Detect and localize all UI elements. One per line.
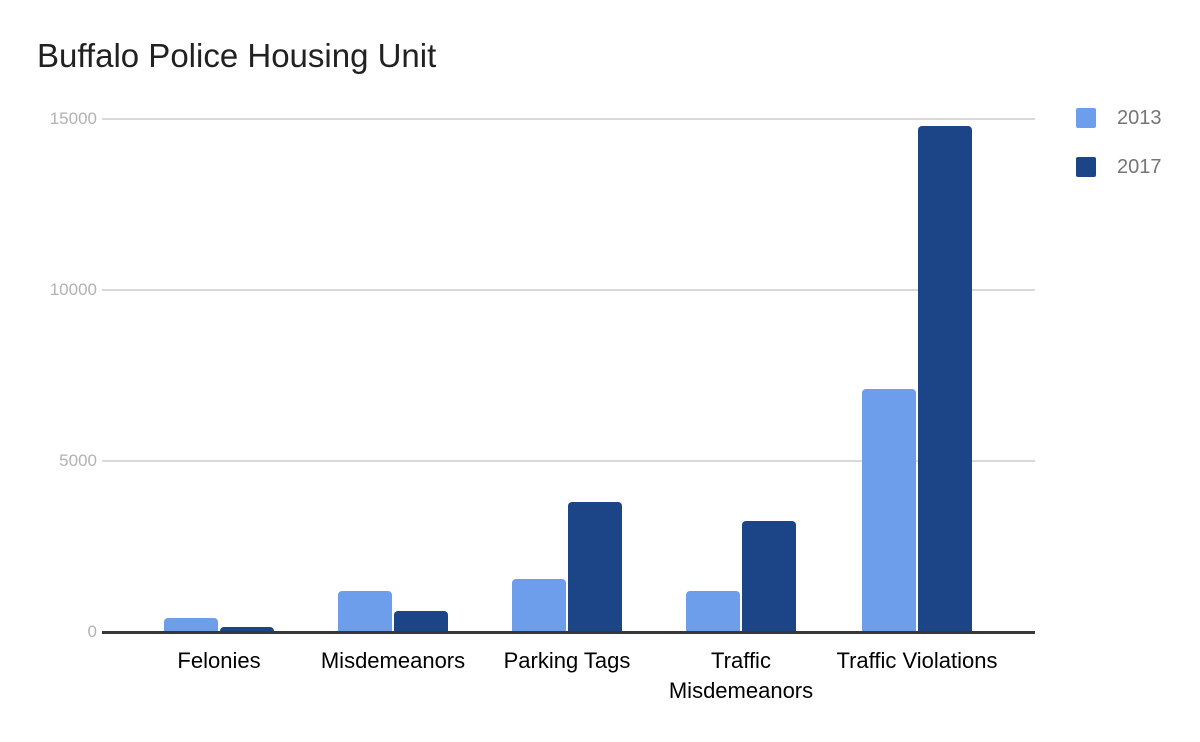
- legend-label: 2013: [1117, 107, 1162, 129]
- gridline-15000: [102, 117, 1035, 120]
- bar-2013-parking-tags: [512, 579, 566, 632]
- y-tick-label: 0: [87, 622, 97, 641]
- gridline-5000: [102, 459, 1035, 462]
- category-label: Traffic Violations: [836, 648, 998, 673]
- legend-label: 2017: [1117, 156, 1162, 178]
- category-label: Parking Tags: [503, 648, 631, 673]
- chart-title: Buffalo Police Housing Unit: [37, 37, 437, 74]
- x-axis-line: [102, 631, 1035, 634]
- category-label: Misdemeanors: [320, 648, 466, 673]
- bar-2017-parking-tags: [568, 502, 622, 632]
- gridline-10000: [102, 288, 1035, 291]
- legend-swatch-icon: [1076, 108, 1096, 128]
- bar-2013-misdemeanors: [338, 591, 392, 632]
- y-tick-label: 15000: [49, 108, 97, 128]
- category-label: Felonies: [177, 648, 261, 673]
- bar-2017-felonies: [220, 627, 274, 632]
- y-tick-label: 5000: [59, 450, 97, 470]
- bar-2013-traffic-misdemeanors: [686, 591, 740, 632]
- y-tick-label: 10000: [49, 279, 97, 299]
- legend-item-2013: 2013: [1076, 108, 1162, 128]
- category-label: Traffic Misdemeanors: [668, 648, 814, 703]
- bar-2017-misdemeanors: [394, 611, 448, 632]
- bar-2017-traffic-violations: [918, 126, 972, 632]
- bar-2013-felonies: [164, 618, 218, 632]
- bar-2017-traffic-misdemeanors: [742, 521, 796, 632]
- legend: 2013 2017: [1076, 108, 1162, 206]
- legend-item-2017: 2017: [1076, 157, 1162, 177]
- legend-swatch-icon: [1076, 157, 1096, 177]
- bar-2013-traffic-violations: [862, 389, 916, 632]
